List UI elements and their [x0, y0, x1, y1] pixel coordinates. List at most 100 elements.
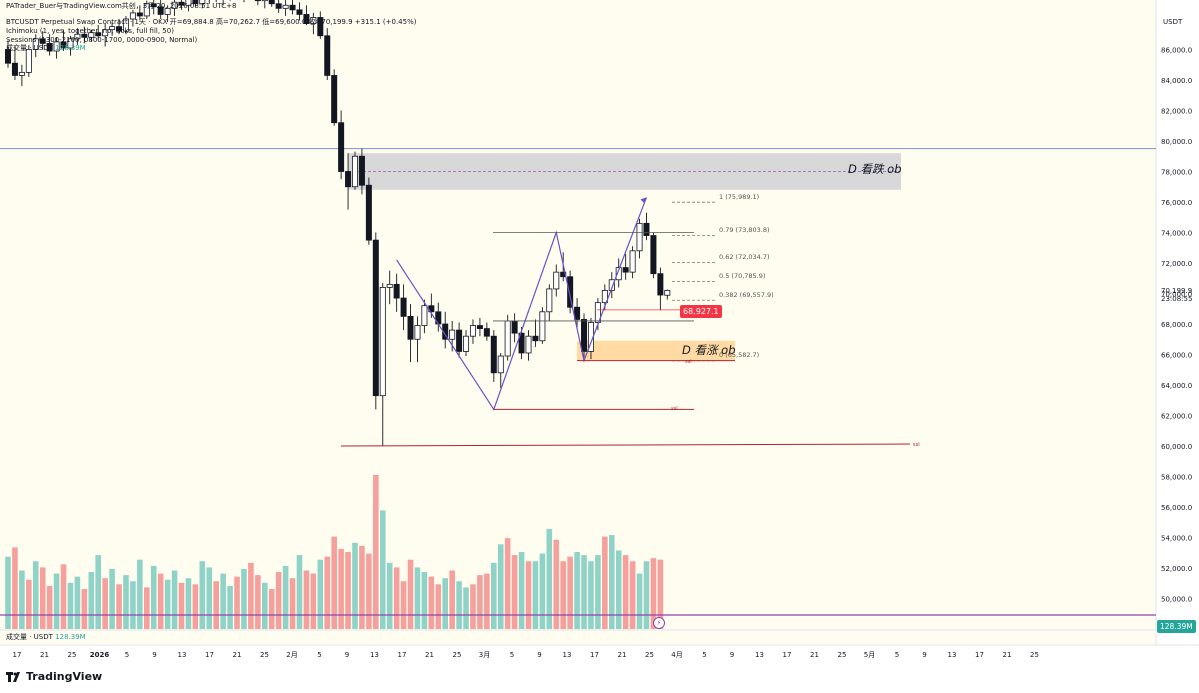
time-tick-label: 17: [13, 651, 22, 659]
volume-bar: [248, 562, 254, 629]
brand-logo[interactable]: TradingView: [6, 671, 102, 682]
candle-body: [88, 32, 95, 38]
fib-label-05: 0.5 (70,785.9): [719, 272, 766, 280]
volume-bar: [171, 570, 178, 629]
volume-bar: [144, 587, 150, 629]
candle-body: [664, 290, 671, 296]
candle-body: [53, 41, 60, 52]
candle-body: [11, 62, 18, 76]
volume-bar: [317, 559, 324, 629]
fib-label-062: 0.62 (72,034.7): [719, 253, 770, 261]
candle-body: [525, 335, 532, 354]
time-tick-label: 9: [730, 651, 734, 659]
time-tick-label: 5: [702, 651, 706, 659]
candles-layer: [5, 0, 671, 446]
candle-body: [324, 35, 331, 76]
volume-bar: [150, 565, 157, 629]
time-tick-label: 25: [838, 651, 847, 659]
candle-body: [199, 0, 206, 5]
price-tick-label: 52,000.0: [1161, 565, 1192, 573]
time-tick-label: 13: [755, 651, 764, 659]
volume-bar: [491, 562, 497, 629]
candle-body: [407, 315, 414, 340]
fib-label-0: 0 (65,582.7): [719, 351, 760, 359]
candle-body: [421, 305, 428, 326]
time-tick-label: 17: [205, 651, 214, 659]
price-axis-ticks: 86,000.0 84,000.0 82,000.0 80,000.0 78,000.0…: [1161, 47, 1192, 604]
ssl-label-1: ssl: [671, 406, 678, 412]
volume-bar: [595, 555, 601, 629]
volume-bar: [400, 581, 407, 629]
volume-bar: [428, 576, 435, 629]
candle-body: [490, 335, 497, 374]
volume-legend[interactable]: 成交量 · USDT 128.39M: [6, 45, 86, 52]
indicator-ichimoku[interactable]: Ichimoku (1, yes, together, no, ticks, f…: [6, 27, 174, 35]
volume-bar: [185, 578, 192, 629]
price-tick-label: 70,000.0: [1161, 291, 1192, 299]
time-tick-label: 9: [345, 651, 349, 659]
candle-body: [629, 250, 636, 273]
candle-body: [518, 332, 525, 354]
candle-body: [164, 7, 171, 15]
ssl-label-3: ssl: [913, 442, 920, 448]
candle-body: [386, 283, 393, 288]
time-tick-label: 17: [975, 651, 984, 659]
candle-body: [254, 0, 261, 2]
time-tick-label: 21: [425, 651, 434, 659]
indicator-sessions[interactable]: Sessions (1300-2100, 0800-1700, 0000-090…: [6, 36, 198, 44]
currency-label[interactable]: USDT: [1163, 18, 1183, 26]
price-tick-label: 64,000.0: [1161, 382, 1192, 390]
time-tick-label: 17: [398, 651, 407, 659]
volume-bar: [157, 573, 164, 629]
candle-body: [60, 41, 67, 49]
candle-body: [261, 0, 268, 2]
time-tick-label: 21: [810, 651, 819, 659]
volume-bar: [19, 570, 25, 629]
candle-body: [143, 3, 150, 17]
volume-bar: [164, 579, 171, 629]
volume-axis-badge: 128.39M: [1157, 620, 1196, 633]
symbol-line[interactable]: BTCUSDT Perpetual Swap Contract · 1天 · O…: [6, 18, 417, 26]
candle-body: [109, 26, 116, 31]
volume-bar: [581, 555, 587, 629]
candle-body: [546, 288, 553, 313]
volume-bar: [615, 550, 622, 629]
volume-bar: [199, 561, 206, 629]
last-price-label: 70,199.9: [1161, 287, 1193, 295]
candle-body: [39, 38, 46, 44]
volume-bar: [650, 558, 657, 629]
price-tick-label: 78,000.0: [1161, 169, 1192, 177]
candle-body: [615, 267, 622, 281]
volume-bar: [393, 567, 400, 629]
candle-body: [310, 17, 317, 24]
candle-body: [581, 319, 588, 352]
marked-price-tag: 68,927.1: [680, 305, 722, 318]
candle-body: [157, 6, 164, 15]
candle-body: [372, 239, 379, 397]
volume-bar: [414, 567, 421, 629]
time-tick-label: 25: [1030, 651, 1039, 659]
candle-body: [338, 122, 345, 172]
time-tick-label: 5: [317, 651, 321, 659]
volume-bar: [268, 588, 275, 629]
bullish-ob-label: D 看涨 ob: [682, 343, 736, 357]
candle-body: [657, 273, 664, 296]
price-tick-label: 56,000.0: [1161, 504, 1192, 512]
volume-bar: [629, 561, 636, 629]
ssl-label-2: ssl: [685, 359, 692, 365]
candle-body: [553, 271, 560, 290]
time-tick-label: 25: [68, 651, 77, 659]
lightning-icon[interactable]: ⚡: [653, 617, 665, 629]
candle-body: [345, 171, 352, 188]
volume-bar: [88, 572, 95, 629]
candle-body: [636, 222, 643, 252]
time-tick-label: 13: [178, 651, 187, 659]
volume-bar: [608, 535, 615, 629]
volume-bar: [192, 584, 199, 629]
price-tick-label: 74,000.0: [1161, 230, 1192, 238]
volume-bar: [421, 572, 428, 629]
volume-pane-legend[interactable]: 成交量 · USDT 128.39M: [6, 634, 86, 641]
tradingview-logo-icon: [6, 671, 20, 682]
fib-label-1: 1 (75,989.1): [719, 193, 760, 201]
